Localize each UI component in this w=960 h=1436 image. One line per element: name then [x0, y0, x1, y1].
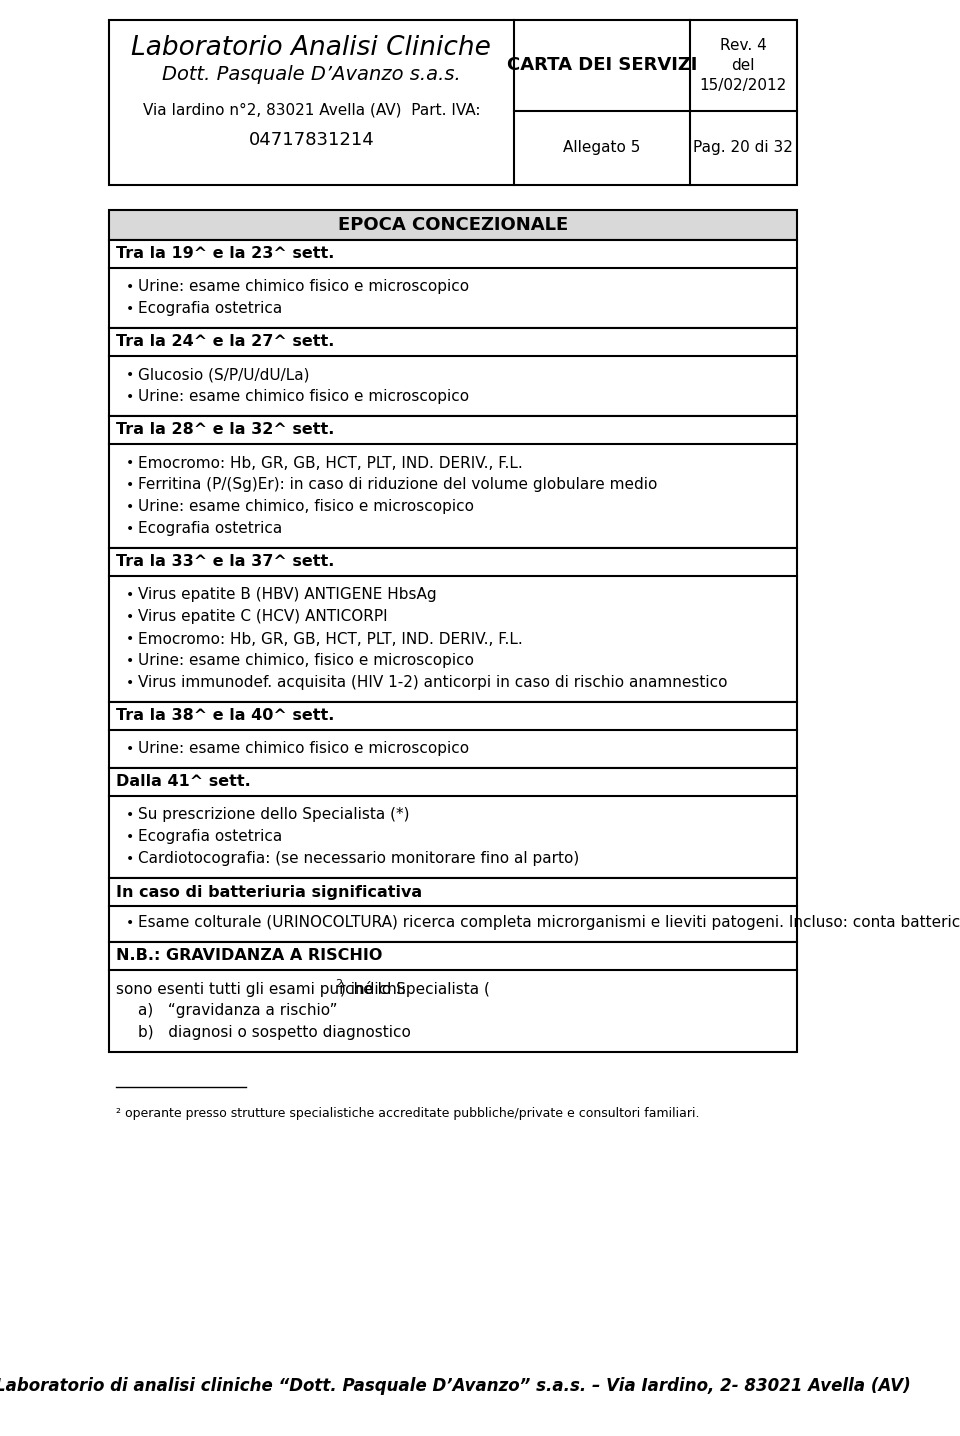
Text: Emocromo: Hb, GR, GB, HCT, PLT, IND. DERIV., F.L.: Emocromo: Hb, GR, GB, HCT, PLT, IND. DER…: [138, 632, 522, 646]
Text: •: •: [126, 368, 133, 382]
Text: ² operante presso strutture specialistiche accreditate pubbliche/private e consu: ² operante presso strutture specialistic…: [116, 1107, 700, 1120]
Text: •: •: [126, 587, 133, 602]
Bar: [108, 877, 797, 942]
Text: N.B.: GRAVIDANZA A RISCHIO: N.B.: GRAVIDANZA A RISCHIO: [116, 949, 383, 964]
Text: Virus epatite C (HCV) ANTICORPI: Virus epatite C (HCV) ANTICORPI: [138, 609, 388, 625]
Text: •: •: [126, 302, 133, 316]
Text: •: •: [126, 830, 133, 844]
Text: Urine: esame chimico fisico e microscopico: Urine: esame chimico fisico e microscopi…: [138, 280, 469, 294]
Text: Tra la 28^ e la 32^ sett.: Tra la 28^ e la 32^ sett.: [116, 422, 335, 438]
Text: Tra la 24^ e la 27^ sett.: Tra la 24^ e la 27^ sett.: [116, 335, 335, 349]
Text: 2: 2: [335, 979, 342, 989]
Text: ) indichi:: ) indichi:: [340, 981, 406, 997]
Text: Ecografia ostetrica: Ecografia ostetrica: [138, 830, 282, 844]
Text: Pag. 20 di 32: Pag. 20 di 32: [693, 141, 793, 155]
Bar: [108, 702, 797, 768]
Text: Cardiotocografia: (se necessario monitorare fino al parto): Cardiotocografia: (se necessario monitor…: [138, 852, 579, 866]
Text: Tra la 19^ e la 23^ sett.: Tra la 19^ e la 23^ sett.: [116, 247, 335, 261]
Text: •: •: [126, 852, 133, 866]
Text: 04717831214: 04717831214: [249, 131, 374, 149]
Text: Urine: esame chimico, fisico e microscopico: Urine: esame chimico, fisico e microscop…: [138, 500, 474, 514]
Bar: [108, 240, 797, 327]
Text: Urine: esame chimico fisico e microscopico: Urine: esame chimico fisico e microscopi…: [138, 389, 469, 405]
Bar: [108, 327, 797, 416]
Text: Tra la 38^ e la 40^ sett.: Tra la 38^ e la 40^ sett.: [116, 708, 335, 724]
Bar: [108, 549, 797, 702]
Text: Via Iardino n°2, 83021 Avella (AV)  Part. IVA:: Via Iardino n°2, 83021 Avella (AV) Part.…: [143, 102, 480, 118]
Text: Emocromo: Hb, GR, GB, HCT, PLT, IND. DERIV., F.L.: Emocromo: Hb, GR, GB, HCT, PLT, IND. DER…: [138, 455, 522, 471]
Text: Tra la 33^ e la 37^ sett.: Tra la 33^ e la 37^ sett.: [116, 554, 335, 570]
Text: CARTA DEI SERVIZI: CARTA DEI SERVIZI: [507, 56, 697, 75]
Text: Esame colturale (URINOCOLTURA) ricerca completa microrganismi e lieviti patogeni: Esame colturale (URINOCOLTURA) ricerca c…: [138, 916, 960, 931]
Text: •: •: [126, 478, 133, 493]
Text: Ferritina (P/(Sg)Er): in caso di riduzione del volume globulare medio: Ferritina (P/(Sg)Er): in caso di riduzio…: [138, 478, 658, 493]
Bar: [108, 416, 797, 549]
Text: Laboratorio di analisi cliniche “Dott. Pasquale D’Avanzo” s.a.s. – Via Iardino, : Laboratorio di analisi cliniche “Dott. P…: [0, 1377, 911, 1394]
Bar: [108, 942, 797, 1053]
Text: •: •: [126, 391, 133, 404]
Text: EPOCA CONCEZIONALE: EPOCA CONCEZIONALE: [338, 215, 568, 234]
Text: •: •: [126, 742, 133, 755]
Text: 15/02/2012: 15/02/2012: [700, 78, 787, 93]
Text: Su prescrizione dello Specialista (*): Su prescrizione dello Specialista (*): [138, 807, 409, 823]
Text: •: •: [126, 500, 133, 514]
Text: •: •: [126, 280, 133, 294]
Text: Dott. Pasquale D’Avanzo s.a.s.: Dott. Pasquale D’Avanzo s.a.s.: [162, 66, 461, 85]
Text: Urine: esame chimico, fisico e microscopico: Urine: esame chimico, fisico e microscop…: [138, 653, 474, 669]
Text: Virus epatite B (HBV) ANTIGENE HbsAg: Virus epatite B (HBV) ANTIGENE HbsAg: [138, 587, 437, 603]
Text: Laboratorio Analisi Cliniche: Laboratorio Analisi Cliniche: [132, 34, 492, 60]
Text: •: •: [126, 808, 133, 821]
Text: sono esenti tutti gli esami purché lo Specialista (: sono esenti tutti gli esami purché lo Sp…: [116, 981, 491, 997]
Text: •: •: [126, 916, 133, 931]
Text: •: •: [126, 610, 133, 625]
Text: •: •: [126, 523, 133, 536]
Text: b)   diagnosi o sospetto diagnostico: b) diagnosi o sospetto diagnostico: [138, 1025, 411, 1041]
Bar: [108, 20, 797, 185]
Text: Glucosio (S/P/U/dU/La): Glucosio (S/P/U/dU/La): [138, 368, 309, 382]
Text: del: del: [732, 57, 755, 73]
Text: a)   “gravidanza a rischio”: a) “gravidanza a rischio”: [138, 1004, 337, 1018]
Text: •: •: [126, 676, 133, 691]
Bar: [108, 210, 797, 240]
Text: Dalla 41^ sett.: Dalla 41^ sett.: [116, 774, 252, 790]
Text: •: •: [126, 653, 133, 668]
Text: •: •: [126, 457, 133, 470]
Text: Allegato 5: Allegato 5: [564, 141, 640, 155]
Text: Urine: esame chimico fisico e microscopico: Urine: esame chimico fisico e microscopi…: [138, 741, 469, 757]
Text: Ecografia ostetrica: Ecografia ostetrica: [138, 521, 282, 537]
Bar: [108, 768, 797, 877]
Text: Rev. 4: Rev. 4: [720, 37, 767, 53]
Text: In caso di batteriuria significativa: In caso di batteriuria significativa: [116, 885, 422, 899]
Text: •: •: [126, 632, 133, 646]
Text: Virus immunodef. acquisita (HIV 1-2) anticorpi in caso di rischio anamnestico: Virus immunodef. acquisita (HIV 1-2) ant…: [138, 675, 728, 691]
Text: Ecografia ostetrica: Ecografia ostetrica: [138, 302, 282, 316]
